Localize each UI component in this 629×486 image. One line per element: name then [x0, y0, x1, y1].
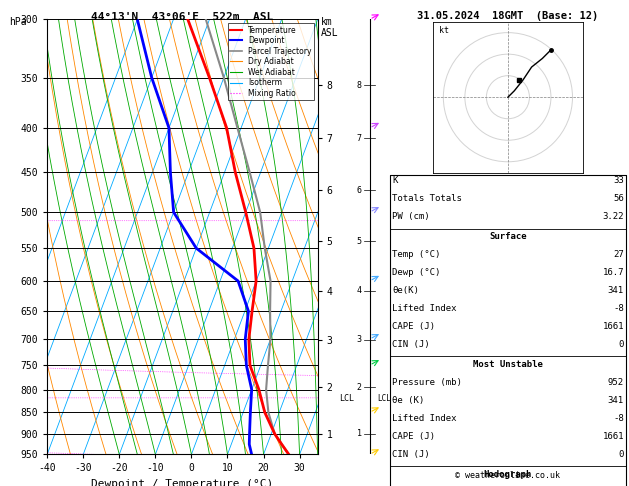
Text: CIN (J): CIN (J): [392, 340, 430, 349]
Legend: Temperature, Dewpoint, Parcel Trajectory, Dry Adiabat, Wet Adiabat, Isotherm, Mi: Temperature, Dewpoint, Parcel Trajectory…: [228, 23, 314, 100]
Text: LCL: LCL: [339, 394, 354, 403]
Text: kt: kt: [439, 26, 449, 35]
Text: 7: 7: [357, 134, 362, 143]
Text: 3: 3: [357, 335, 362, 344]
Text: θe (K): θe (K): [392, 396, 425, 405]
Text: Pressure (mb): Pressure (mb): [392, 378, 462, 387]
Text: 1661: 1661: [603, 322, 624, 331]
Text: Totals Totals: Totals Totals: [392, 194, 462, 204]
Text: 16.7: 16.7: [603, 268, 624, 277]
Text: 8: 8: [357, 81, 362, 89]
Text: CAPE (J): CAPE (J): [392, 432, 435, 441]
Text: -8: -8: [613, 304, 624, 313]
Text: CAPE (J): CAPE (J): [392, 322, 435, 331]
Text: Temp (°C): Temp (°C): [392, 250, 441, 259]
Text: 952: 952: [608, 378, 624, 387]
Text: © weatheronline.co.uk: © weatheronline.co.uk: [455, 471, 560, 480]
Text: Surface: Surface: [489, 232, 526, 241]
Text: 44°13'N  43°06'E  522m  ASL: 44°13'N 43°06'E 522m ASL: [91, 12, 274, 22]
Text: CIN (J): CIN (J): [392, 450, 430, 459]
Text: Lifted Index: Lifted Index: [392, 304, 457, 313]
Text: 0: 0: [618, 450, 624, 459]
Text: Dewp (°C): Dewp (°C): [392, 268, 441, 277]
X-axis label: Dewpoint / Temperature (°C): Dewpoint / Temperature (°C): [91, 479, 274, 486]
Text: 2: 2: [357, 382, 362, 392]
Text: Most Unstable: Most Unstable: [473, 360, 543, 369]
Text: PW (cm): PW (cm): [392, 212, 430, 222]
Text: 5: 5: [357, 237, 362, 246]
Text: 0: 0: [618, 340, 624, 349]
Text: 3.22: 3.22: [603, 212, 624, 222]
Text: 56: 56: [613, 194, 624, 204]
Text: K: K: [392, 176, 398, 186]
Text: 1661: 1661: [603, 432, 624, 441]
Text: 341: 341: [608, 396, 624, 405]
Text: 27: 27: [613, 250, 624, 259]
Text: 33: 33: [613, 176, 624, 186]
Text: Lifted Index: Lifted Index: [392, 414, 457, 423]
Text: 6: 6: [357, 186, 362, 195]
Text: 341: 341: [608, 286, 624, 295]
Text: Hodograph: Hodograph: [484, 469, 532, 479]
Text: -8: -8: [613, 414, 624, 423]
Text: 4: 4: [357, 286, 362, 295]
Text: LCL: LCL: [377, 394, 391, 403]
Text: hPa: hPa: [9, 17, 27, 27]
Text: θe(K): θe(K): [392, 286, 420, 295]
Text: 31.05.2024  18GMT  (Base: 12): 31.05.2024 18GMT (Base: 12): [417, 11, 599, 21]
Text: 1: 1: [357, 429, 362, 438]
Text: km
ASL: km ASL: [321, 17, 338, 38]
